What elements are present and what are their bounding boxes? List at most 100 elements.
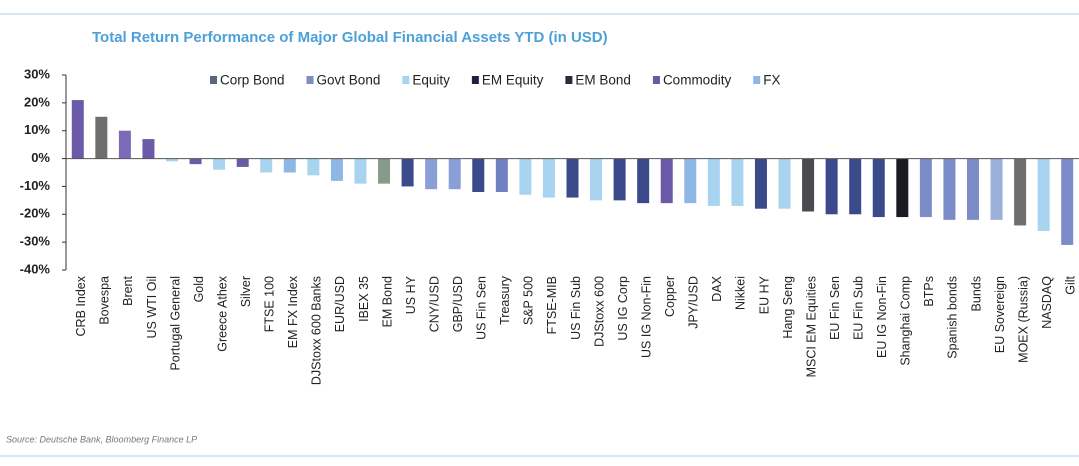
bar — [260, 158, 273, 173]
bar — [590, 158, 603, 201]
x-tick-label: EU Fin Sub — [851, 276, 865, 340]
bar — [354, 158, 367, 184]
bar — [684, 158, 697, 204]
bar — [378, 158, 391, 184]
x-tick-label: Treasury — [498, 275, 512, 325]
bar — [872, 158, 885, 218]
bar — [236, 158, 249, 167]
legend-label: Equity — [412, 73, 450, 88]
legend-label: FX — [763, 73, 780, 88]
bar — [1061, 158, 1074, 245]
x-tick-label: US HY — [404, 275, 418, 314]
legend-label: Govt Bond — [317, 73, 381, 88]
x-tick-label: BTPs — [922, 276, 936, 307]
legend-label: Corp Bond — [220, 73, 285, 88]
bar — [166, 158, 179, 162]
x-tick-label: EU HY — [757, 275, 771, 314]
bar — [448, 158, 461, 190]
bar — [472, 158, 485, 192]
bar — [943, 158, 956, 220]
bar — [495, 158, 508, 192]
x-tick-label: DAX — [710, 275, 724, 301]
bar — [71, 100, 84, 159]
bar — [566, 158, 579, 198]
x-tick-label: Silver — [239, 276, 253, 307]
y-tick-label: -20% — [20, 206, 51, 221]
bar — [142, 139, 155, 159]
x-tick-label: CNY/USD — [427, 276, 441, 332]
bar — [731, 158, 744, 206]
legend-label: EM Equity — [482, 73, 544, 88]
x-tick-label: Bunds — [969, 276, 983, 311]
bar — [966, 158, 979, 220]
x-tick-label: EU Sovereign — [993, 276, 1007, 353]
x-tick-label: EU IG Non-Fin — [875, 276, 889, 358]
bar — [95, 116, 108, 159]
bar — [990, 158, 1003, 220]
x-tick-label: US Fin Sen — [475, 276, 489, 340]
x-tick-label: NASDAQ — [1040, 276, 1054, 329]
bar — [660, 158, 673, 204]
x-tick-label: EM Bond — [380, 276, 394, 327]
bar — [778, 158, 791, 209]
legend-swatch — [565, 76, 573, 84]
x-tick-label: US WTI Oil — [145, 276, 159, 339]
x-tick-label: Hang Seng — [781, 276, 795, 339]
x-tick-label: Gold — [192, 276, 206, 302]
x-tick-label: Greece Athex — [215, 275, 229, 351]
y-tick-label: -10% — [20, 178, 51, 193]
legend-swatch — [402, 76, 410, 84]
legend-swatch — [753, 76, 761, 84]
y-tick-label: 20% — [24, 94, 50, 109]
x-tick-label: FTSE-MIB — [545, 276, 559, 334]
bar — [637, 158, 650, 204]
y-tick-label: 0% — [31, 150, 50, 165]
x-tick-label: JPY/USD — [687, 276, 701, 329]
x-tick-label: Brent — [121, 275, 135, 305]
x-tick-label: Shanghai Comp — [899, 276, 913, 366]
x-tick-label: MOEX (Russia) — [1016, 276, 1030, 363]
bar — [754, 158, 767, 209]
x-tick-label: Bovespa — [98, 276, 112, 325]
y-tick-label: 30% — [24, 66, 50, 81]
legend-swatch — [471, 76, 479, 84]
x-tick-label: Nikkei — [734, 276, 748, 310]
x-tick-label: US IG Non-Fin — [639, 276, 653, 358]
y-tick-label: -40% — [20, 261, 51, 276]
x-tick-label: US Fin Sub — [569, 276, 583, 340]
x-tick-label: DJStoxx 600 Banks — [310, 276, 324, 385]
bar — [118, 130, 131, 159]
bar — [213, 158, 226, 170]
x-tick-label: CRB Index — [74, 275, 88, 336]
bar — [283, 158, 296, 173]
chart-title: Total Return Performance of Major Global… — [92, 29, 608, 46]
bar — [307, 158, 320, 176]
bar — [425, 158, 438, 190]
x-tick-label: EUR/USD — [333, 276, 347, 332]
x-tick-label: S&P 500 — [522, 276, 536, 325]
bar — [849, 158, 862, 215]
x-tick-label: US IG Corp — [616, 276, 630, 341]
bar — [802, 158, 815, 212]
x-tick-label: EM FX Index — [286, 275, 300, 348]
y-tick-label: -30% — [20, 234, 51, 249]
bar — [519, 158, 532, 195]
bar — [919, 158, 932, 218]
x-tick-label: EU Fin Sen — [828, 276, 842, 340]
bar — [707, 158, 720, 206]
x-tick-label: MSCI EM Equities — [804, 276, 818, 377]
bar — [896, 158, 909, 218]
x-tick-label: GBP/USD — [451, 276, 465, 332]
x-tick-label: Gilt — [1064, 275, 1078, 294]
bar — [189, 158, 202, 165]
bar — [542, 158, 555, 198]
legend-swatch — [210, 76, 217, 84]
x-tick-label: Copper — [663, 276, 677, 317]
legend-swatch — [306, 76, 314, 84]
x-tick-label: Spanish bonds — [946, 276, 960, 359]
bar — [825, 158, 838, 215]
bar — [401, 158, 414, 187]
x-tick-label: Portugal General — [168, 276, 182, 371]
x-tick-label: FTSE 100 — [263, 276, 277, 332]
